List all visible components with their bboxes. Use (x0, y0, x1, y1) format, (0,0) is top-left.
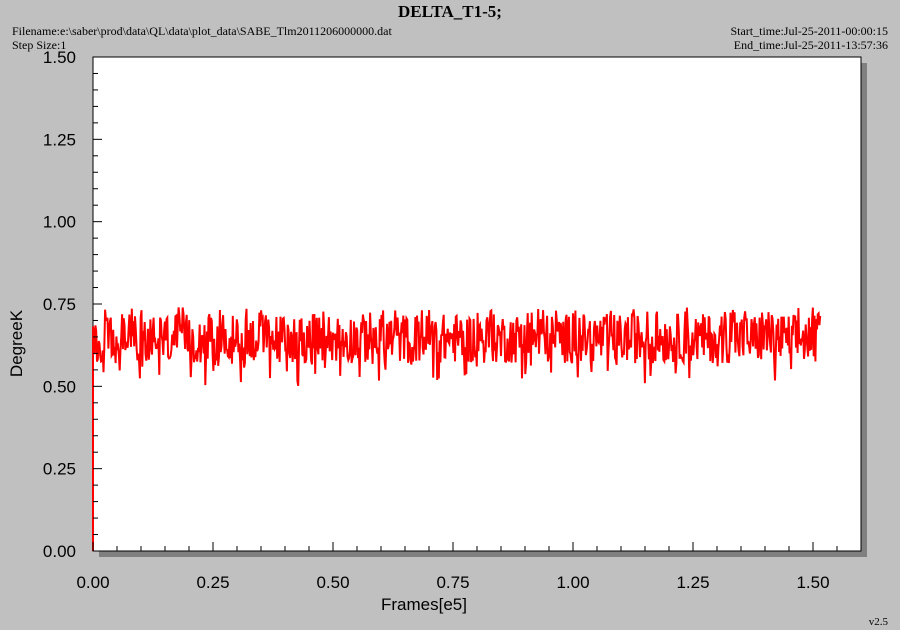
end-time-label: End_time:Jul-25-2011-13:57:36 (733, 38, 888, 52)
y-tick-label: 0.25 (43, 460, 76, 479)
x-axis-label: Frames[e5] (381, 595, 467, 614)
x-tick-label: 0.25 (196, 573, 229, 592)
plot-frame (92, 56, 862, 552)
step-size-label: Step Size:1 (12, 38, 67, 52)
series-line (92, 307, 822, 551)
filename-label: Filename:e:\saber\prod\data\QL\data\plot… (12, 24, 392, 38)
y-tick-label: 1.50 (43, 48, 76, 67)
y-axis: 0.00 0.25 0.50 0.75 1.00 1.25 1.50 (43, 48, 102, 561)
version-label: v2.5 (868, 616, 888, 628)
chart-title: DELTA_T1-5; (398, 2, 502, 21)
x-tick-label: 1.25 (676, 573, 709, 592)
y-tick-label: 1.00 (43, 213, 76, 232)
y-tick-label: 0.00 (43, 542, 76, 561)
series-group (92, 307, 822, 551)
x-tick-label: 0.75 (436, 573, 469, 592)
x-axis: 0.00 0.25 0.50 0.75 1.00 1.25 1.50 (76, 542, 862, 592)
y-tick-label: 0.75 (43, 295, 76, 314)
x-tick-label: 1.00 (556, 573, 589, 592)
y-tick-label: 1.25 (43, 130, 76, 149)
plot-area (92, 56, 867, 557)
y-axis-label: DegreeK (7, 309, 26, 377)
x-tick-label: 1.50 (796, 573, 829, 592)
x-tick-label: 0.00 (76, 573, 109, 592)
y-tick-label: 0.50 (43, 377, 76, 396)
start-time-label: Start_time:Jul-25-2011-00:00:15 (730, 24, 888, 38)
x-tick-label: 0.50 (316, 573, 349, 592)
